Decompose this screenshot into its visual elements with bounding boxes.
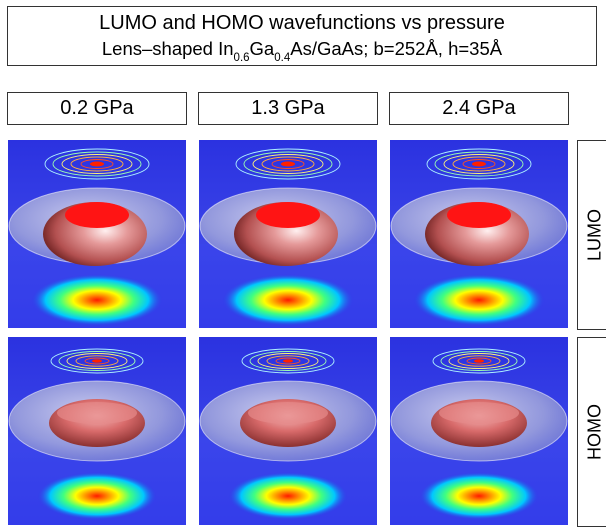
row-label-lumo-text: LUMO bbox=[584, 208, 604, 262]
title-line-1: LUMO and HOMO wavefunctions vs pressure bbox=[99, 12, 505, 34]
column-label-1: 0.2 GPa bbox=[7, 92, 187, 125]
row-label-homo-text: HOMO bbox=[584, 404, 604, 460]
lumo-panel-0-2-gpa bbox=[8, 140, 186, 328]
title-line-2: Lens–shaped In0.6Ga0.4As/GaAs; b=252Å, h… bbox=[101, 38, 503, 64]
lumo-panel-1-3-gpa bbox=[199, 140, 377, 328]
homo-panel-2-4-gpa bbox=[390, 337, 568, 525]
column-label-3: 2.4 GPa bbox=[389, 92, 569, 125]
row-label-lumo: LUMO bbox=[577, 140, 606, 330]
figure-title: LUMO and HOMO wavefunctions vs pressure … bbox=[7, 6, 597, 66]
row-label-homo: HOMO bbox=[577, 337, 606, 527]
column-label-2: 1.3 GPa bbox=[198, 92, 378, 125]
lumo-panel-2-4-gpa bbox=[390, 140, 568, 328]
homo-panel-0-2-gpa bbox=[8, 337, 186, 525]
homo-panel-1-3-gpa bbox=[199, 337, 377, 525]
